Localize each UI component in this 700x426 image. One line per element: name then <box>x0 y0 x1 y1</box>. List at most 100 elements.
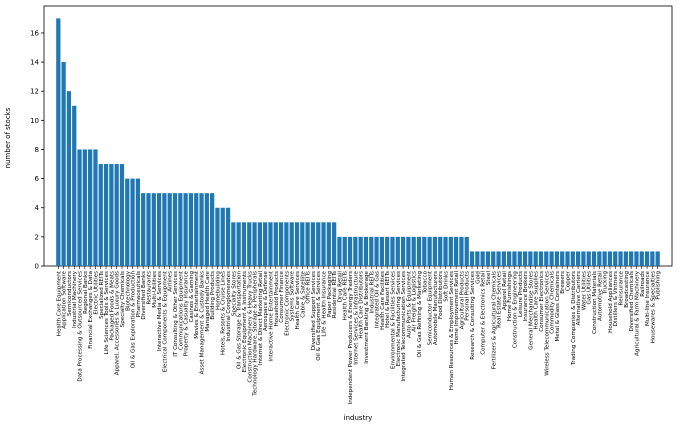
bar <box>597 251 602 266</box>
x-tick-label: IT Consulting & Other Services <box>173 271 179 357</box>
x-tick-label: Semiconductors <box>67 271 73 316</box>
bar <box>199 193 204 266</box>
x-tick-label: Technology Hardware, Storage & Periphera… <box>253 271 259 397</box>
bar <box>522 251 528 266</box>
x-tick-label: Household Products <box>274 271 280 327</box>
bar <box>623 251 628 266</box>
x-tick-label: Integrated Oil & Gas <box>375 271 381 328</box>
x-tick-label: Construction Materials <box>592 271 598 334</box>
y-tick-label: 4 <box>35 204 40 212</box>
bar <box>300 222 305 266</box>
x-tick-label: Steel <box>486 271 492 286</box>
bar <box>379 236 384 266</box>
bar <box>342 236 347 266</box>
bar <box>326 222 331 266</box>
bar <box>406 236 411 266</box>
bar <box>204 193 209 266</box>
x-tick-label: Interactive Home Entertainment <box>268 270 274 361</box>
bar <box>427 236 432 266</box>
x-tick-label: Internet & Direct Marketing Retail <box>258 271 264 366</box>
bar <box>491 251 496 266</box>
x-tick-label: Airlines <box>168 271 174 292</box>
x-tick-label: Brewers <box>560 271 566 294</box>
bar <box>146 193 151 266</box>
x-tick-label: Health Care Facilities <box>380 271 386 330</box>
bar <box>374 236 379 266</box>
bar <box>188 193 194 266</box>
bar <box>310 222 316 266</box>
bar <box>215 207 220 266</box>
bar <box>549 251 554 266</box>
bar <box>517 251 522 266</box>
bar <box>337 236 342 266</box>
x-tick-label: Electrical Components & Equipment <box>162 270 168 372</box>
bar <box>512 251 517 266</box>
x-tick-label: Agricultural Products <box>459 271 465 329</box>
x-tick-label: Homebuilding <box>215 271 221 310</box>
x-tick-label: Alternative Carriers <box>576 271 582 326</box>
x-tick-label: Cable & Satellite <box>300 270 306 317</box>
bar <box>639 251 644 266</box>
x-tick-label: Diversified Chemicals <box>629 271 635 332</box>
bar <box>469 251 475 266</box>
bar <box>533 251 538 266</box>
x-tick-label: Consumer Electronics <box>539 271 545 332</box>
x-tick-label: Apparel, Accessories & Luxury Goods <box>115 271 121 375</box>
bar <box>263 222 268 266</box>
x-tick-label: Movies & Entertainment <box>194 270 200 339</box>
x-tick-label: Casinos & Gaming <box>189 271 195 323</box>
y-tick-label: 6 <box>35 175 40 183</box>
bar <box>629 251 634 266</box>
bar <box>114 164 119 266</box>
x-tick-label: Property & Casualty Insurance <box>184 270 190 356</box>
y-tick-label: 0 <box>35 263 39 271</box>
x-tick-label: Personal Products <box>465 271 471 321</box>
x-tick-label: Fertilizers & Agricultural Chemicals <box>491 271 497 369</box>
bar <box>103 164 109 266</box>
x-tick-label: General Merchandise Stores <box>528 271 534 350</box>
bar <box>257 222 262 266</box>
y-tick-label: 14 <box>30 59 39 67</box>
bar <box>162 193 167 266</box>
x-tick-label: Industrial REITs <box>369 271 375 314</box>
y-tick-label: 2 <box>35 233 39 241</box>
bar <box>538 251 544 266</box>
x-tick-label: Application Software <box>62 270 68 328</box>
x-tick-label: Restaurants <box>146 271 152 305</box>
x-tick-label: Oil & Gas Refining & Marketing <box>417 271 423 358</box>
bar <box>289 222 294 266</box>
x-tick-label: Copper <box>566 270 572 291</box>
bar <box>167 193 172 266</box>
x-tick-label: Oil & Gas Exploration & Production <box>131 271 137 369</box>
bar <box>247 222 252 266</box>
x-tick-label: Environmental & Facilities Services <box>390 271 396 369</box>
x-tick-label: Interactive Media & Services <box>157 271 163 351</box>
x-tick-label: Gold <box>475 271 481 284</box>
bar <box>241 222 247 266</box>
bar <box>82 149 87 266</box>
x-tick-label: Integrated Telecommunication Services <box>401 271 407 382</box>
x-tick-label: Soft Drinks <box>444 271 450 302</box>
x-tick-label: Health Care Equipment <box>56 270 62 336</box>
x-tick-label: Multi-Utilities <box>152 271 158 308</box>
x-tick-label: Systems Software <box>290 270 296 321</box>
x-tick-label: Specialized REITs <box>99 271 105 319</box>
bar <box>650 251 655 266</box>
x-tick-label: Packaged Foods & Meats <box>109 271 115 341</box>
bar <box>570 251 575 266</box>
bar <box>141 193 146 266</box>
bar <box>194 193 199 266</box>
x-tick-label: Consumer Finance <box>279 270 285 322</box>
x-tick-label: Life & Health Insurance <box>322 270 328 336</box>
bar <box>125 178 130 266</box>
x-tick-label: Internet Services & Infrastructure <box>353 270 359 364</box>
x-tick-label: Water Utilities <box>581 271 587 310</box>
bar <box>294 222 300 266</box>
x-tick-label: Office REITs <box>306 271 312 304</box>
x-tick-label: Electronic Equipment & Instruments <box>242 271 248 372</box>
x-tick-label: Home Improvement Retail <box>454 271 460 345</box>
bar <box>119 164 125 266</box>
bar <box>183 193 188 266</box>
bar <box>528 251 533 266</box>
